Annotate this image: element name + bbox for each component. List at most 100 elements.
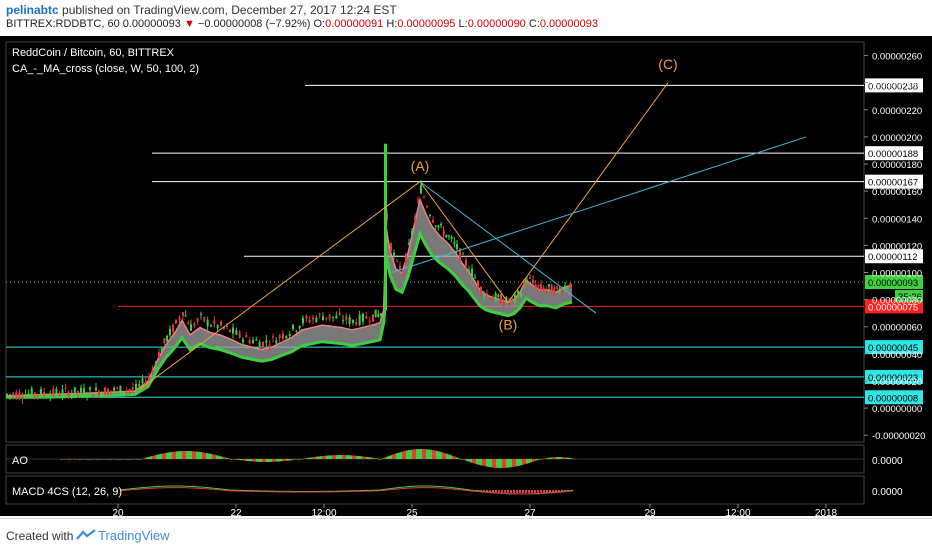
ao-bar [444,453,446,459]
tradingview-brand[interactable]: TradingView [98,528,170,543]
ao-bar [354,456,356,459]
candle-body [295,331,297,332]
candle-body [249,340,251,343]
candle-body [486,294,488,295]
ao-bar [170,452,172,459]
ao-bar [274,459,276,462]
candle-body [302,318,304,323]
candle-body [342,320,344,321]
candle-body [18,392,20,398]
ao-bar [224,457,226,459]
ao-bar [80,459,82,460]
ao-bar [496,459,498,468]
ao-bar [552,457,554,459]
candle-body [25,394,27,398]
macd-hist-bar [549,490,551,492]
candle-body [62,390,64,395]
candle-body [375,310,377,318]
ao-bar [436,451,438,459]
candle-body [52,388,54,395]
ao-bar [406,450,408,459]
ao-bar [116,459,118,460]
ao-bar [200,452,202,459]
candle-body [74,387,76,394]
x-tick-label: 25 [406,508,418,516]
candle-body [34,393,36,395]
ao-bar [72,459,74,460]
candle-body [355,322,357,325]
price-chart[interactable]: 0.000002380.000001880.000001670.00000112… [0,36,932,516]
wave-label: (C) [658,56,677,72]
candle-body [68,392,70,398]
ao-bar [168,452,170,459]
high-value: 0.00000095 [397,18,455,30]
ao-bar [296,459,298,460]
candle-body [369,321,371,322]
candle-body [545,289,547,290]
candle-body [65,388,67,389]
ao-bar [376,458,378,459]
ao-bar [128,459,130,460]
candle-body [104,388,106,395]
ao-bar [268,459,270,462]
ao-bar [364,457,366,459]
candle-body [98,391,100,396]
candle-body [242,339,244,342]
macd-hist-bar [492,490,494,492]
candle-body [142,378,144,383]
ao-bar [330,455,332,459]
candle-body [514,295,516,302]
ao-bar [554,457,556,459]
ao-bar [398,453,400,459]
ao-bar [210,454,212,459]
close-value: 0.00000093 [540,18,598,30]
macd-hist-bar [498,490,500,492]
ao-bar [416,449,418,459]
ao-bar [542,459,544,460]
ao-bar [306,458,308,459]
ao-bar [372,458,374,459]
ao-bar [106,459,108,460]
y-tick-label: 0.00000100 [872,269,922,280]
candle-body [543,287,545,291]
ao-bar [254,459,256,462]
ao-bar [464,459,466,460]
candle-body [235,330,237,334]
ao-bar [502,459,504,468]
candle-body [89,387,91,389]
candle-body [255,339,257,340]
candle-body [420,185,422,193]
ao-bar [146,457,148,459]
ao-bar [494,459,496,468]
y-tick-label: 0.00000220 [872,106,922,117]
ao-bar [490,459,492,467]
ao-bar [482,459,484,466]
ao-bar [336,455,338,459]
down-arrow-icon: ▼ [184,18,195,30]
candle-body [46,396,48,397]
close-label: C: [529,18,540,30]
candle-body [532,279,534,283]
ao-bar [488,459,490,467]
y-tick-label: 0.00000180 [872,160,922,171]
candle-body [179,317,181,320]
candle-body [95,388,97,391]
ao-bar [156,455,158,459]
ao-bar [96,459,98,460]
ao-bar [492,459,494,468]
candle-body [262,342,264,348]
candle-body [101,392,103,395]
ao-bar [446,454,448,459]
author-link[interactable]: pelinabtc [6,3,59,17]
ao-bar [370,457,372,459]
ao-bar [90,459,92,460]
candle-body [349,317,351,324]
candle-body [414,218,416,221]
ao-bar [98,459,100,460]
candle-body [405,254,407,264]
candle-body [245,335,247,337]
y-tick-label: 0.00000020 [872,377,922,388]
candle-body [411,231,413,235]
ao-bar [452,456,454,459]
